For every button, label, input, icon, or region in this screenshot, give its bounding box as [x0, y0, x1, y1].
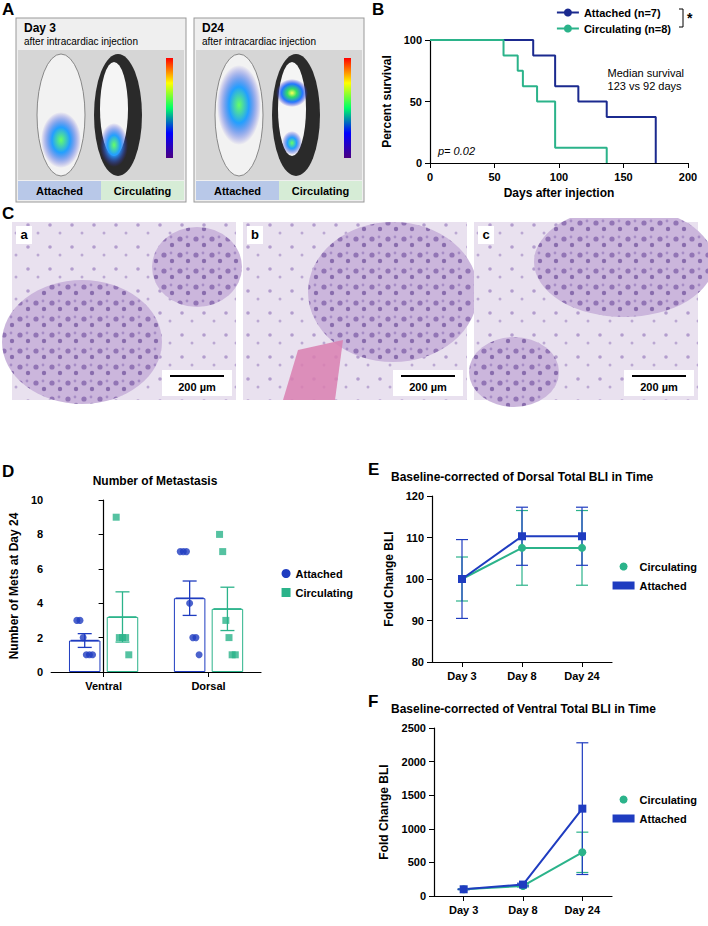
svg-text:100: 100 [404, 34, 422, 46]
html-text:A: A [2, 0, 15, 19]
html-text:D: D [2, 462, 15, 481]
svg-text:123 vs 92 days: 123 vs 92 days [608, 80, 682, 92]
svg-text:Circulating: Circulating [296, 587, 353, 599]
svg-text:c: c [482, 227, 489, 242]
svg-text:150: 150 [614, 171, 632, 183]
svg-text:200 µm: 200 µm [178, 381, 216, 393]
svg-text:50: 50 [488, 171, 500, 183]
svg-text:0: 0 [427, 171, 433, 183]
svg-text:b: b [251, 227, 259, 242]
html-text:B: B [372, 0, 385, 19]
svg-text:Circulating: Circulating [640, 794, 697, 806]
svg-text:110: 110 [406, 532, 424, 544]
svg-text:a: a [20, 227, 28, 242]
svg-text:Attached: Attached [640, 580, 687, 592]
svg-text:1500: 1500 [402, 789, 426, 801]
svg-text:Baseline-corrected of Dorsal T: Baseline-corrected of Dorsal Total BLI i… [391, 470, 654, 484]
svg-text:Circulating: Circulating [114, 185, 171, 197]
svg-text:*: * [687, 10, 693, 26]
svg-text:100: 100 [550, 171, 568, 183]
svg-text:50: 50 [410, 96, 422, 108]
svg-text:100: 100 [406, 573, 424, 585]
html-text:C: C [2, 204, 15, 223]
svg-text:Day 24: Day 24 [565, 904, 601, 916]
svg-text:8: 8 [37, 528, 43, 540]
svg-text:Percent survival: Percent survival [380, 55, 394, 148]
svg-text:2000: 2000 [402, 756, 426, 768]
svg-text:0: 0 [416, 157, 422, 169]
svg-text:120: 120 [406, 490, 424, 502]
svg-text:200 µm: 200 µm [640, 381, 678, 393]
svg-text:p= 0.02: p= 0.02 [437, 145, 475, 157]
svg-text:Day 3: Day 3 [447, 670, 476, 682]
svg-text:Day 24: Day 24 [564, 670, 600, 682]
svg-text:6: 6 [37, 563, 43, 575]
svg-text:Number of Mets at Day 24: Number of Mets at Day 24 [7, 512, 21, 659]
svg-text:Attached: Attached [214, 185, 261, 197]
svg-text:Day 8: Day 8 [507, 670, 536, 682]
svg-text:Circulating: Circulating [292, 185, 349, 197]
svg-text:4: 4 [37, 597, 44, 609]
svg-text:after intracardiac injection: after intracardiac injection [24, 36, 138, 47]
svg-text:90: 90 [412, 615, 424, 627]
svg-text:0: 0 [420, 890, 426, 902]
html-text:F: F [368, 692, 379, 711]
svg-text:Attached: Attached [36, 185, 83, 197]
svg-text:Circulating: Circulating [640, 561, 697, 573]
svg-text:1000: 1000 [402, 823, 426, 835]
svg-text:Circulating (n=8): Circulating (n=8) [584, 23, 671, 35]
svg-text:2: 2 [37, 632, 43, 644]
svg-text:200: 200 [679, 171, 697, 183]
svg-text:Fold Change BLI: Fold Change BLI [377, 764, 391, 859]
html-text:E: E [368, 460, 380, 479]
svg-text:Baseline-corrected of Ventral: Baseline-corrected of Ventral Total BLI … [391, 702, 656, 716]
svg-text:after intracardiac injection: after intracardiac injection [202, 36, 316, 47]
svg-text:Number of Metastasis: Number of Metastasis [93, 474, 218, 488]
svg-text:Day 8: Day 8 [508, 904, 537, 916]
svg-text:Fold Change BLI: Fold Change BLI [382, 531, 396, 626]
svg-text:Days after injection: Days after injection [504, 186, 615, 200]
svg-text:200 µm: 200 µm [409, 381, 447, 393]
svg-text:80: 80 [412, 656, 424, 668]
svg-text:Attached: Attached [296, 568, 343, 580]
svg-text:Median survival: Median survival [608, 67, 684, 79]
svg-text:D24: D24 [202, 21, 224, 35]
svg-text:2500: 2500 [402, 722, 426, 734]
svg-text:Attached (n=7): Attached (n=7) [584, 7, 661, 19]
svg-text:10: 10 [31, 494, 43, 506]
svg-text:0: 0 [37, 666, 43, 678]
svg-text:Ventral: Ventral [85, 680, 122, 692]
svg-text:Attached: Attached [640, 813, 687, 825]
svg-text:Day 3: Day 3 [24, 21, 56, 35]
svg-text:Dorsal: Dorsal [191, 680, 225, 692]
svg-text:500: 500 [408, 856, 426, 868]
svg-text:Day 3: Day 3 [449, 904, 478, 916]
